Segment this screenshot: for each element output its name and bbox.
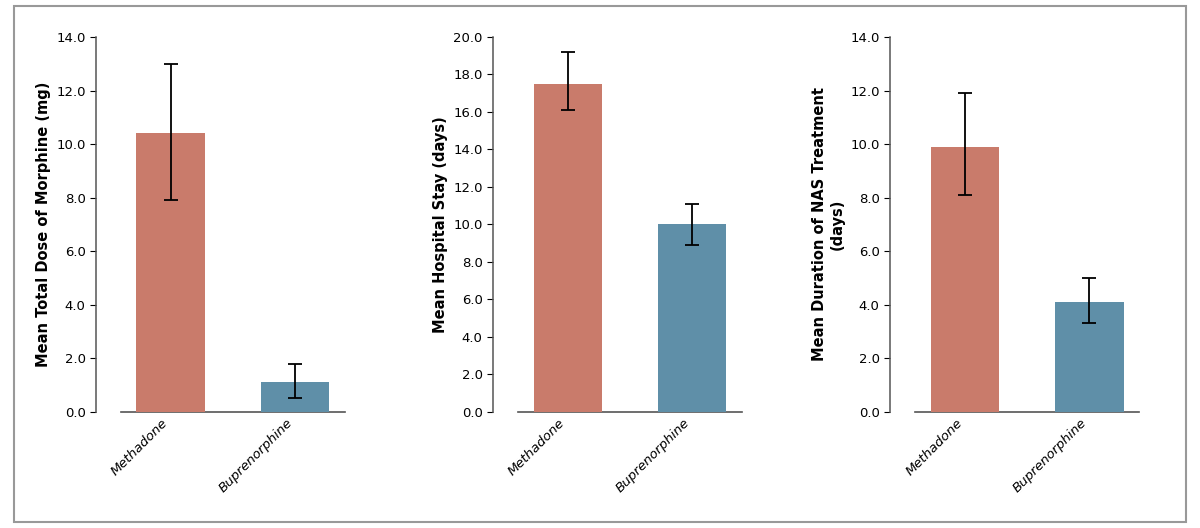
Bar — [658, 224, 726, 412]
Y-axis label: Mean Duration of NAS Treatment
(days): Mean Duration of NAS Treatment (days) — [812, 88, 845, 361]
Bar — [534, 84, 602, 412]
Bar — [931, 147, 1000, 412]
Bar — [137, 134, 205, 412]
Bar — [260, 382, 329, 412]
Bar — [1055, 302, 1123, 412]
Y-axis label: Mean Total Dose of Morphine (mg): Mean Total Dose of Morphine (mg) — [36, 82, 50, 367]
Y-axis label: Mean Hospital Stay (days): Mean Hospital Stay (days) — [433, 116, 448, 333]
